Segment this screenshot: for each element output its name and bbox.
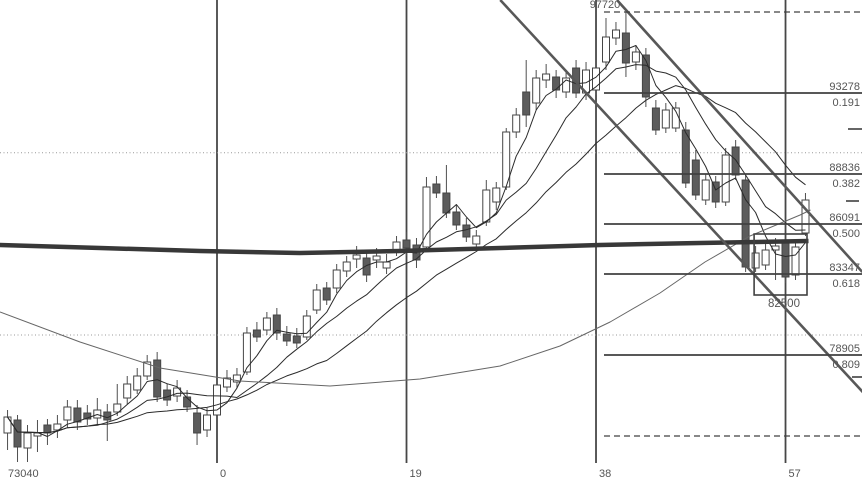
candle-bullish: [312, 289, 321, 311]
candle-bearish: [651, 107, 660, 131]
candle-bearish: [83, 412, 92, 420]
x-axis-label: 57: [789, 468, 801, 480]
candle-bullish: [203, 414, 211, 431]
candle-bearish: [13, 419, 22, 448]
candle-bullish: [602, 36, 610, 63]
candle-bearish: [552, 76, 561, 91]
candle-bearish: [442, 192, 451, 214]
candle-bearish: [103, 411, 112, 421]
candle-bullish: [262, 317, 271, 331]
candle-bullish: [532, 77, 541, 104]
candle-bullish: [93, 409, 102, 419]
fib-ratio-label: 0.382: [832, 178, 860, 190]
candle-bullish: [3, 416, 12, 434]
ma-thick: [0, 238, 809, 256]
candle-bearish: [292, 335, 301, 344]
candle-bearish: [402, 239, 411, 249]
candle-bearish: [432, 183, 441, 194]
fib-price-label: 93278: [829, 81, 860, 93]
candle-bullish: [173, 387, 182, 397]
fib-price-label: 88836: [829, 162, 860, 174]
channel-line-left[interactable]: [499, 0, 862, 480]
candle-bullish: [661, 109, 670, 129]
fib-price-label: 86091: [829, 212, 860, 224]
candle-bullish: [512, 114, 521, 133]
candle-bullish: [123, 383, 132, 399]
candle-bearish: [73, 407, 82, 423]
candle-bearish: [462, 224, 471, 238]
candle-bullish: [631, 51, 640, 63]
candle-bearish: [252, 329, 261, 338]
candle-bullish: [242, 332, 251, 373]
candle-bullish: [801, 199, 810, 234]
candle-bullish: [492, 187, 501, 203]
candle-bearish: [272, 314, 281, 334]
candle-bearish: [362, 257, 371, 276]
candle-bearish: [183, 396, 192, 408]
candle-bullish: [761, 249, 770, 266]
fib-ratio-label: 0.809: [832, 359, 860, 371]
candle-bearish: [193, 412, 202, 434]
candle-bullish: [472, 235, 481, 245]
candle-bearish: [681, 129, 690, 184]
fib-high-price-label: 97720: [590, 0, 621, 11]
consolidation-box[interactable]: [753, 233, 808, 296]
candle-bullish: [23, 432, 32, 449]
fib-ratio-label: 0.618: [832, 278, 860, 290]
candle-bearish: [711, 181, 720, 203]
candle-bullish: [133, 375, 142, 391]
candle-bullish: [701, 179, 710, 201]
candle-bullish: [372, 255, 381, 261]
candle-bullish: [542, 73, 551, 81]
candle-bearish: [153, 359, 162, 398]
candle-bullish: [302, 315, 311, 338]
candle-bullish: [332, 269, 341, 289]
channel-line-right[interactable]: [615, 0, 862, 273]
candle-bullish: [342, 261, 351, 272]
box-price-label: 82500: [768, 298, 800, 310]
candle-bearish: [522, 91, 531, 116]
candle-bearish: [322, 287, 331, 301]
candle-bullish: [721, 154, 730, 203]
candle-bullish: [63, 406, 72, 421]
candle-bearish: [282, 333, 291, 342]
candle-bullish: [612, 29, 620, 39]
candle-bullish: [562, 77, 571, 93]
x-axis-label: 0: [220, 468, 226, 480]
candle-bullish: [482, 189, 491, 223]
candle-bullish: [422, 186, 431, 248]
candle-bullish: [791, 246, 800, 276]
candle-bullish: [53, 423, 62, 431]
candle-bullish: [382, 261, 391, 269]
candle-bullish: [751, 252, 760, 269]
candle-bullish: [143, 361, 152, 377]
candle-bullish: [352, 254, 361, 260]
fib-price-label: 83347: [829, 262, 860, 274]
x-axis-left-price-label: 73040: [8, 468, 39, 480]
candle-bullish: [223, 377, 231, 388]
fib-ratio-label: 0.191: [832, 97, 860, 109]
candle-bullish: [213, 384, 221, 416]
candle-bearish: [452, 211, 461, 226]
candle-bearish: [781, 242, 790, 278]
candle-bearish: [163, 389, 172, 401]
fib-price-label: 78905: [829, 343, 860, 355]
candle-bullish: [113, 403, 122, 413]
candle-bullish: [232, 374, 241, 383]
candle-bearish: [641, 54, 650, 98]
x-axis-label: 19: [410, 468, 422, 480]
ma-slow18: [7, 85, 806, 434]
x-axis-label: 38: [599, 468, 611, 480]
fib-ratio-label: 0.500: [832, 228, 860, 240]
candle-bearish: [691, 159, 700, 196]
ma-medium: [7, 64, 806, 434]
candle-bearish: [731, 146, 740, 176]
